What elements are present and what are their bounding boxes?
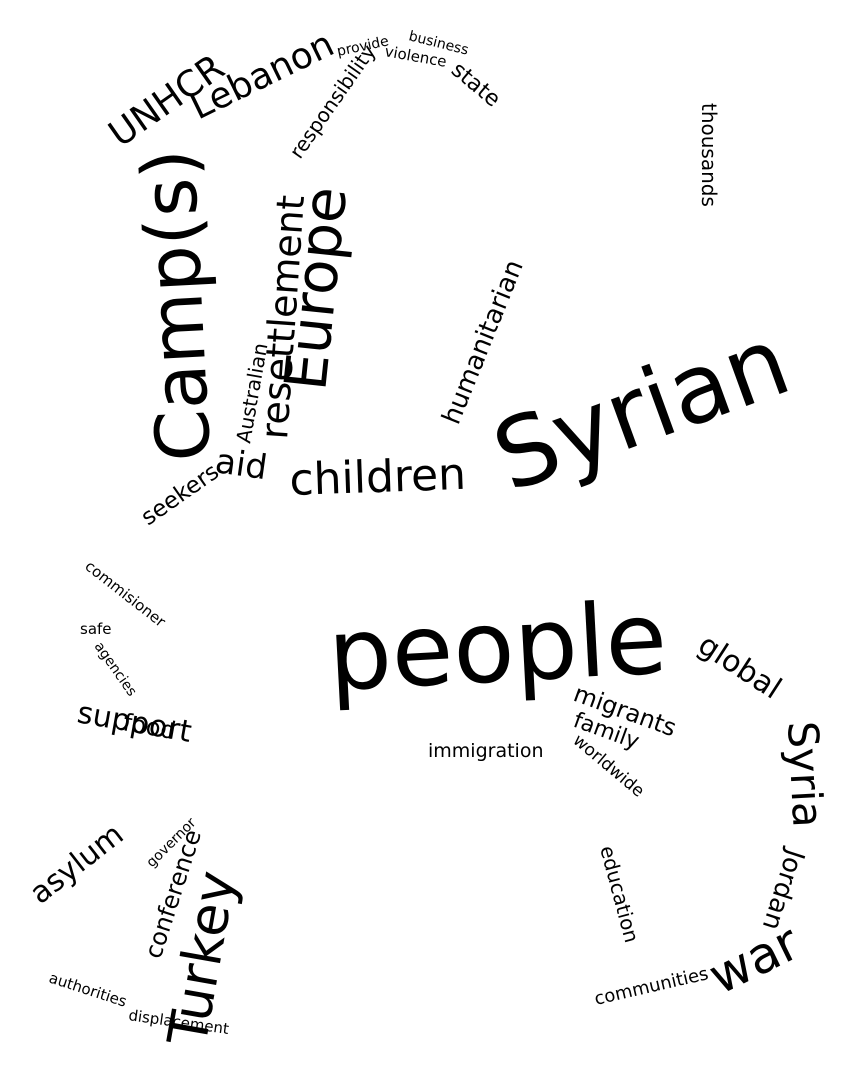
word-people: people	[325, 579, 670, 714]
word-immigration: immigration	[428, 740, 543, 762]
word-authorities: authorities	[47, 969, 129, 1011]
word-education: education	[595, 843, 644, 945]
word-safe: safe	[80, 620, 112, 638]
word-syrian: Syrian	[480, 305, 804, 514]
word-thousands: thousands	[697, 103, 721, 207]
word-state: state	[446, 57, 505, 112]
word-asylum: asylum	[23, 817, 130, 911]
word-war: war	[700, 913, 809, 1006]
word-communities: communities	[592, 963, 710, 1010]
word-syria: Syria	[778, 720, 832, 829]
word-children: children	[289, 449, 467, 506]
word-seekers: seekers	[137, 459, 224, 531]
word-agencies: agencies	[91, 639, 140, 699]
word-global: global	[692, 627, 788, 706]
word-camps: Camp(s)	[126, 147, 228, 463]
word-aid: aid	[213, 441, 270, 488]
